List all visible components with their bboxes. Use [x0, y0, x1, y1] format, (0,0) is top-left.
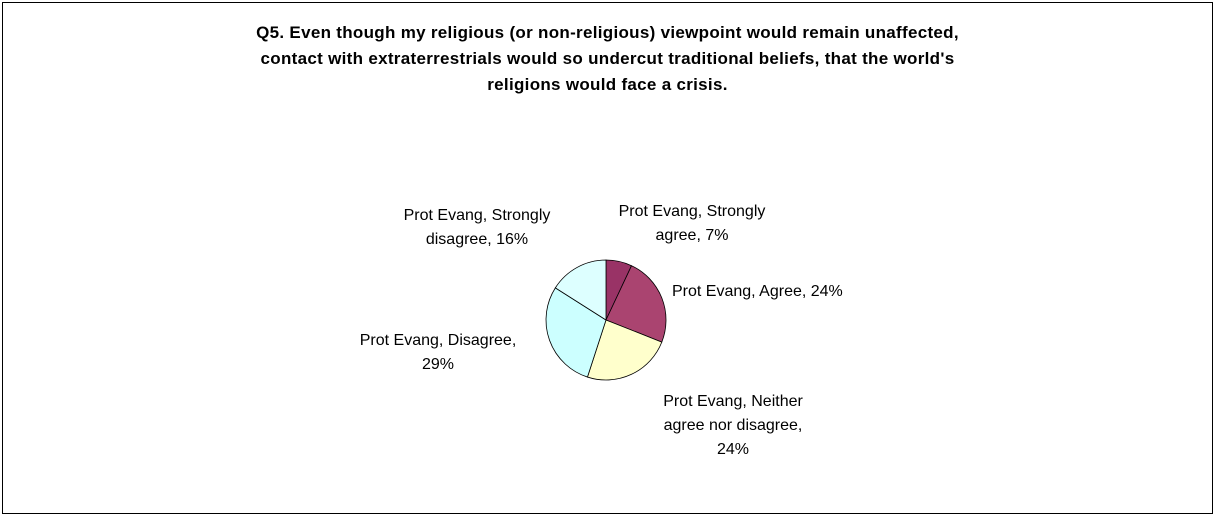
data-label-prot-evang-agree: Prot Evang, Agree, 24% — [672, 283, 843, 300]
pie-slice-prot-evang-strongly-disagree — [554, 259, 607, 321]
data-label-prot-evang-strongly-agree: Prot Evang, Strongly agree, 7% — [619, 203, 766, 244]
pie-slice-prot-evang-agree — [605, 265, 667, 343]
pie-slice-prot-evang-neither-agree-nor-disagree — [586, 319, 663, 381]
data-label-prot-evang-strongly-disagree: Prot Evang, Strongly disagree, 16% — [404, 207, 551, 248]
data-label-prot-evang-neither-agree-nor-disagree: Prot Evang, Neither agree nor disagree, 24… — [663, 393, 803, 458]
pie-slice-prot-evang-disagree — [545, 287, 607, 378]
data-label-prot-evang-disagree: Prot Evang, Disagree, 29% — [360, 332, 517, 373]
chart-title: Q5. Even though my religious (or non-rel… — [256, 23, 959, 94]
